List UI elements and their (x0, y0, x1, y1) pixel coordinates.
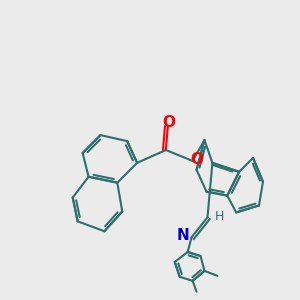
Text: N: N (177, 229, 190, 244)
Text: O: O (190, 152, 203, 167)
Text: O: O (163, 115, 176, 130)
Text: H: H (215, 210, 224, 223)
